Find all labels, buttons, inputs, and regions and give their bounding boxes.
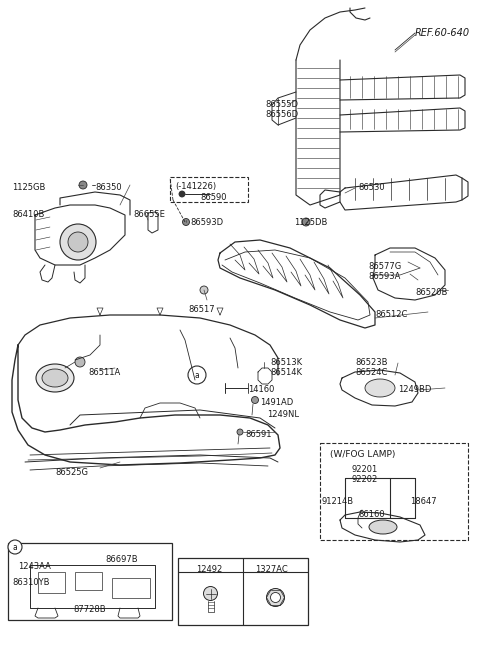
Circle shape <box>188 366 206 384</box>
Circle shape <box>302 218 310 226</box>
Text: 86513K: 86513K <box>270 358 302 367</box>
Circle shape <box>204 587 217 600</box>
Circle shape <box>271 593 280 602</box>
Text: 86350: 86350 <box>95 183 121 192</box>
Text: 86514K: 86514K <box>270 368 302 377</box>
Text: 92202: 92202 <box>352 475 378 484</box>
Text: 86520B: 86520B <box>415 288 447 297</box>
Circle shape <box>179 191 185 197</box>
Bar <box>170 177 248 202</box>
Text: 86523B: 86523B <box>355 358 387 367</box>
Text: 87728B: 87728B <box>73 605 106 614</box>
Text: 86525G: 86525G <box>55 468 88 477</box>
Circle shape <box>75 357 85 367</box>
Ellipse shape <box>36 364 74 392</box>
Text: 86512C: 86512C <box>375 310 408 319</box>
Text: 86593D: 86593D <box>190 218 223 227</box>
Text: 86577G: 86577G <box>368 262 401 271</box>
Text: (W/FOG LAMP): (W/FOG LAMP) <box>330 450 396 459</box>
Circle shape <box>182 218 190 226</box>
Text: 1327AC: 1327AC <box>255 565 288 574</box>
Text: 86591: 86591 <box>245 430 272 439</box>
Text: 86556D: 86556D <box>265 110 298 119</box>
Text: 86697B: 86697B <box>105 555 138 564</box>
Bar <box>320 443 468 540</box>
Text: 86655E: 86655E <box>133 210 165 219</box>
Ellipse shape <box>42 369 68 387</box>
Text: 86524C: 86524C <box>355 368 387 377</box>
Circle shape <box>8 540 22 554</box>
Bar <box>75 572 102 590</box>
Circle shape <box>68 232 88 252</box>
Circle shape <box>237 429 243 435</box>
Bar <box>38 572 65 593</box>
Bar <box>112 578 150 598</box>
Text: 91214B: 91214B <box>322 497 354 506</box>
Text: 14160: 14160 <box>248 385 275 394</box>
Text: a: a <box>12 542 17 552</box>
Circle shape <box>200 286 208 294</box>
Text: REF.60-640: REF.60-640 <box>415 28 470 38</box>
Text: 1125GB: 1125GB <box>12 183 46 192</box>
Circle shape <box>252 396 259 404</box>
Ellipse shape <box>369 520 397 534</box>
Circle shape <box>60 224 96 260</box>
Ellipse shape <box>365 379 395 397</box>
Text: 86517: 86517 <box>188 305 215 314</box>
Text: 86511A: 86511A <box>88 368 120 377</box>
Text: 86590: 86590 <box>200 193 227 202</box>
Text: 86410B: 86410B <box>12 210 44 219</box>
Text: a: a <box>194 370 199 379</box>
Text: 1243AA: 1243AA <box>18 562 51 571</box>
Text: 1249NL: 1249NL <box>267 410 299 419</box>
Text: 1491AD: 1491AD <box>260 398 293 407</box>
Text: 1125DB: 1125DB <box>294 218 327 227</box>
Text: 86160: 86160 <box>358 510 384 519</box>
Text: 1249BD: 1249BD <box>398 385 432 394</box>
Circle shape <box>79 181 87 189</box>
Text: 86593A: 86593A <box>368 272 400 281</box>
Text: 86310YB: 86310YB <box>12 578 49 587</box>
Circle shape <box>266 589 285 606</box>
Bar <box>8 543 172 620</box>
Text: 18647: 18647 <box>410 497 437 506</box>
Text: 86530: 86530 <box>358 183 384 192</box>
Text: 12492: 12492 <box>196 565 222 574</box>
Text: (-141226): (-141226) <box>175 182 216 191</box>
Bar <box>178 558 308 625</box>
Text: 92201: 92201 <box>352 465 378 474</box>
Text: 86555D: 86555D <box>265 100 298 109</box>
